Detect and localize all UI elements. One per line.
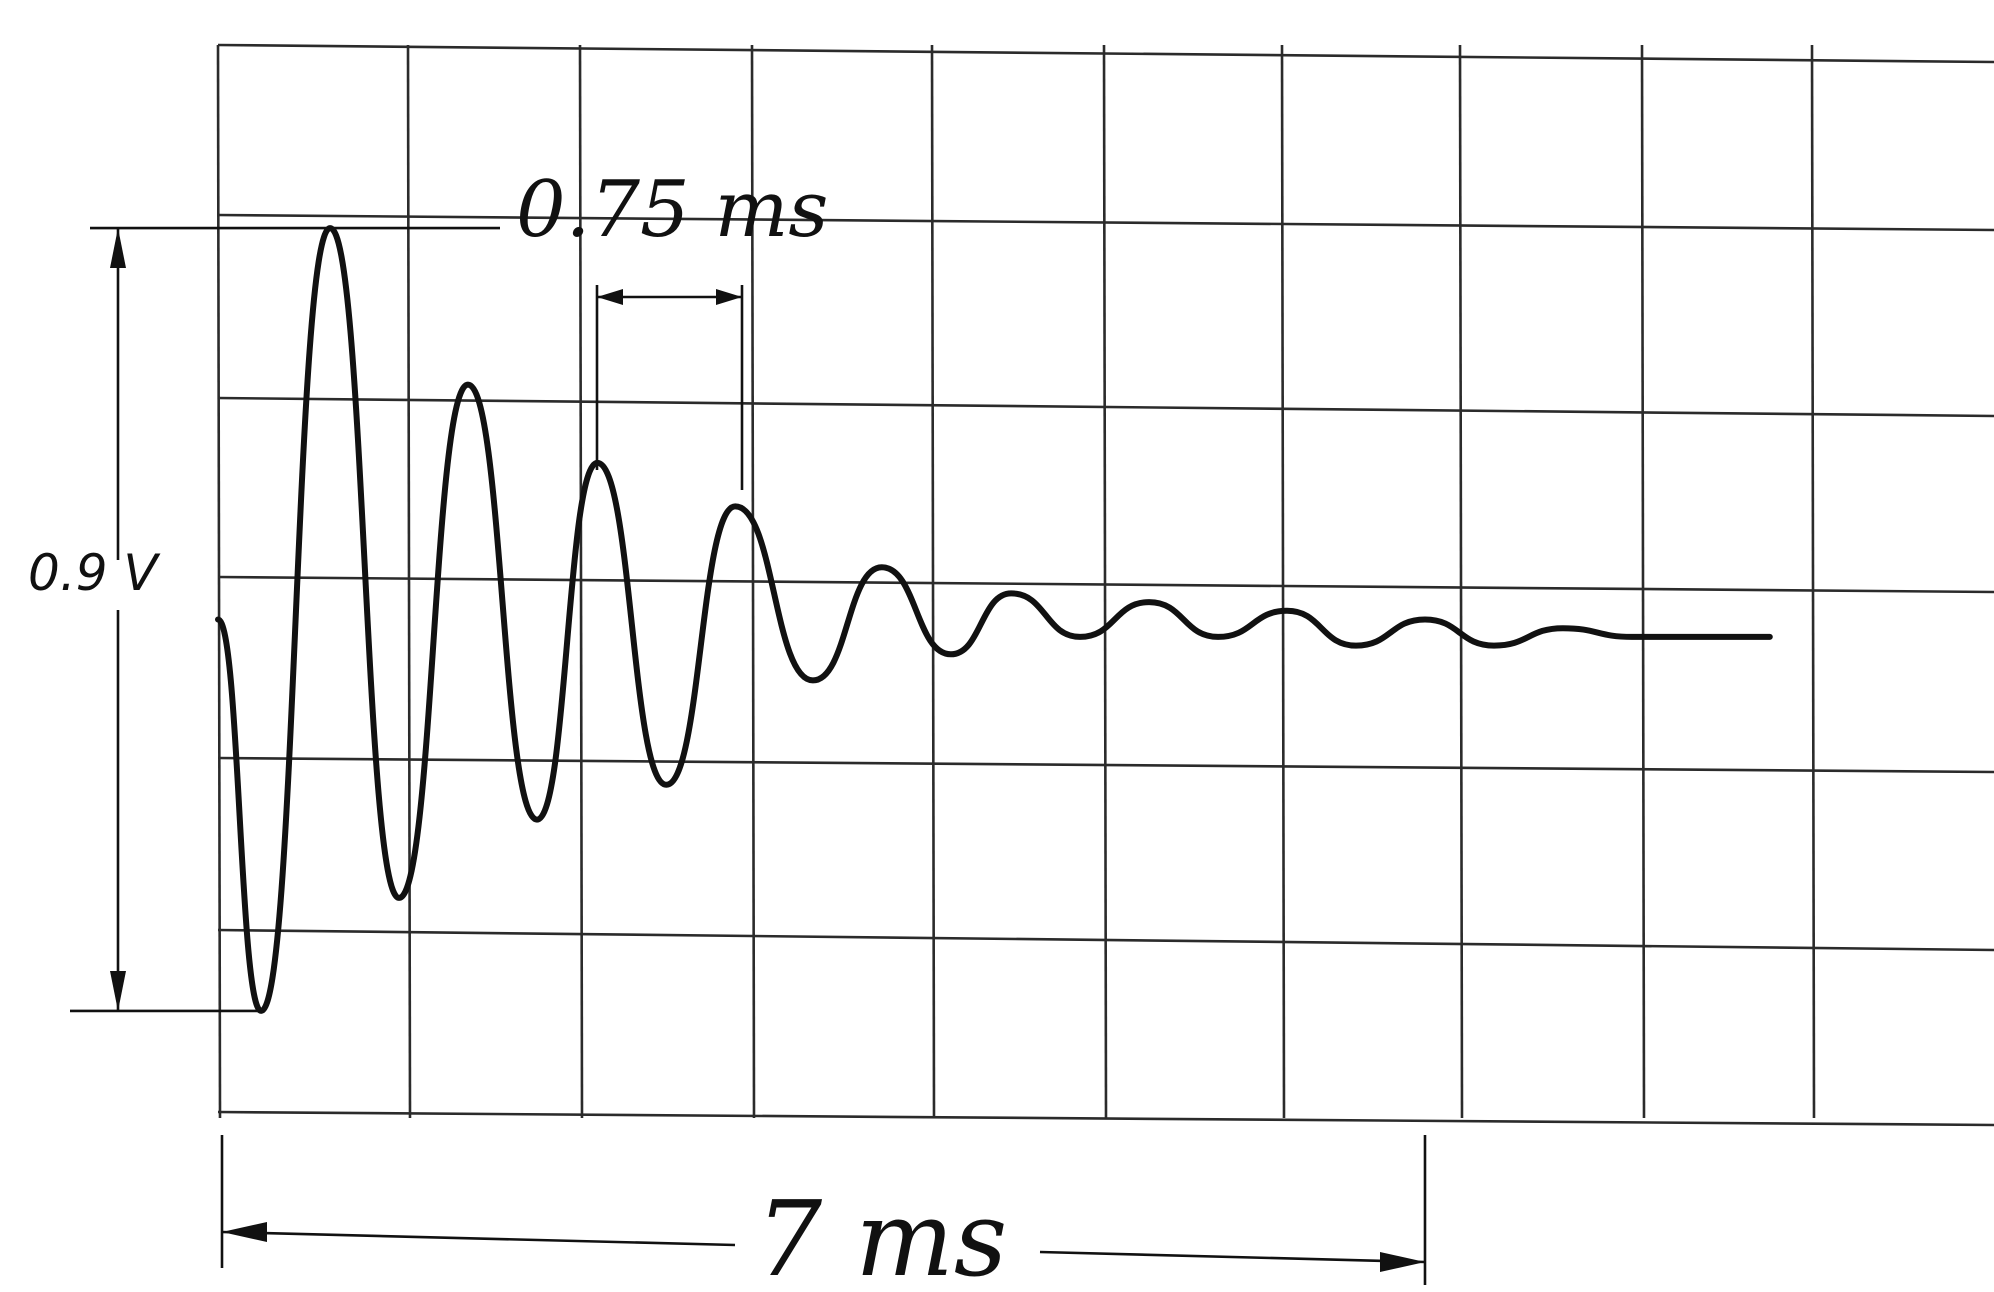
dimension-markers [70,226,1427,1285]
duration-arrowhead-right [1379,1252,1425,1272]
grid-horizontal-line-6 [217,1110,1994,1127]
grid-horizontal-line-5 [217,928,1994,952]
grid-vertical-line-2 [578,44,584,1119]
grid-vertical-line-9 [1810,44,1816,1119]
duration-arrowhead-left [222,1222,267,1242]
grid-horizontal-line-1 [217,213,1994,232]
period-arrowhead-left [597,289,623,305]
grid-horizontal-line-0 [217,43,1994,64]
grid-vertical-line-5 [1102,44,1108,1119]
period-arrowhead-right [716,289,742,305]
grid-horizontal-line-2 [217,396,1994,418]
duration-label: 7 ms [756,1178,1007,1292]
grid-vertical-line-4 [930,44,936,1119]
duration-arrow-shaft-left [221,1230,736,1247]
duration-arrow-shaft-right [1039,1250,1426,1264]
grid-vertical-line-8 [1640,44,1646,1119]
grid-vertical-line-1 [406,44,412,1119]
amplitude-arrowhead-up [110,228,126,269]
amplitude-label: 0.9 V [28,544,161,602]
damped-oscillation-trace [215,225,1773,1014]
period-label: 0.75 ms [516,165,828,255]
grid-vertical-line-6 [1280,44,1286,1119]
grid-horizontal-line-4 [217,756,1994,774]
grid-vertical-line-7 [1458,44,1464,1119]
grid [216,43,1994,1127]
grid-vertical-line-0 [216,44,222,1119]
amplitude-arrowhead-down [110,970,126,1011]
grid-horizontal-line-3 [217,575,1994,594]
